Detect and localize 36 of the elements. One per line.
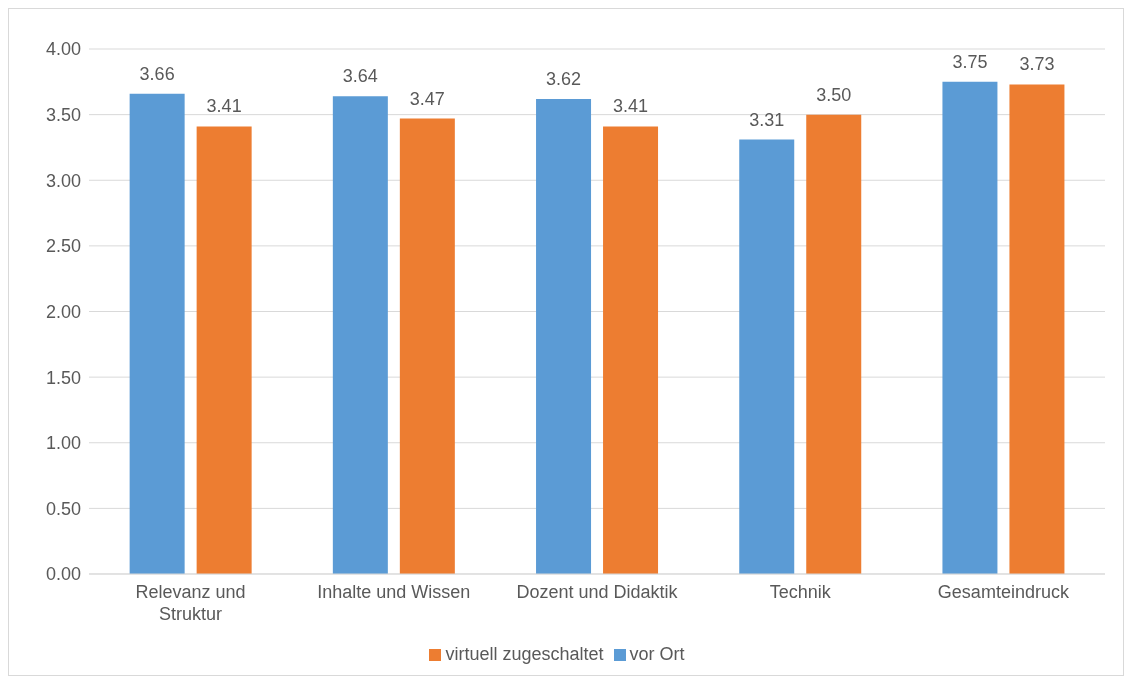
legend-label: virtuell zugeschaltet [445,644,604,664]
bar [806,114,862,574]
data-label: 3.62 [546,68,582,89]
bar [129,93,185,574]
data-label: 3.64 [342,66,378,87]
data-label: 3.50 [816,84,852,105]
data-label: 3.66 [139,63,175,84]
y-tick-label: 2.50 [45,236,81,257]
bar [1009,84,1065,574]
y-tick-label: 4.00 [45,39,81,60]
x-tick-label: Inhalte und Wissen [317,582,471,602]
x-tick-label: Gesamteindruck [937,582,1070,602]
x-tick-label: Technik [769,582,832,602]
bar [332,96,388,574]
data-label: 3.41 [206,96,242,117]
y-tick-label: 0.00 [45,564,81,585]
x-tick-label: Dozent und Didaktik [516,582,679,602]
y-tick-label: 3.00 [45,170,81,191]
x-tick-label: Relevanz und Struktur [135,582,246,624]
bar [536,98,592,574]
bar [196,126,252,574]
bar [942,81,998,574]
y-tick-label: 3.50 [45,105,81,126]
y-tick-label: 1.00 [45,433,81,454]
bar [399,118,455,574]
legend-label: vor Ort [629,644,685,664]
y-tick-label: 2.00 [45,301,81,322]
bar [603,126,659,574]
bar [739,139,795,574]
y-tick-label: 1.50 [45,367,81,388]
y-tick-label: 0.50 [45,498,81,519]
data-label: 3.75 [952,51,988,72]
data-label: 3.31 [749,109,785,130]
data-label: 3.73 [1019,54,1055,75]
data-label: 3.41 [613,96,649,117]
data-label: 3.47 [409,88,445,109]
